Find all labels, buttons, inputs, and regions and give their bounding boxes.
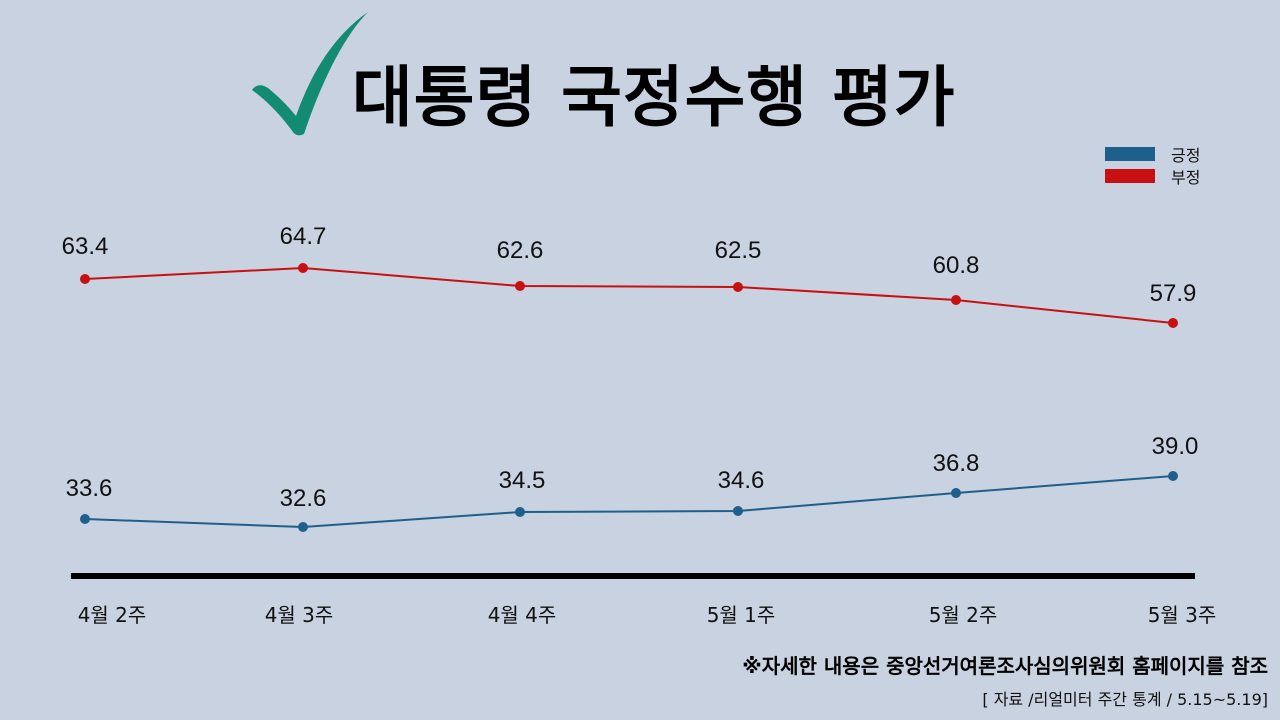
series-negative-points <box>80 263 1178 328</box>
legend-swatch-negative <box>1105 169 1155 183</box>
x-axis-line <box>71 573 1195 579</box>
series-negative-line <box>84 266 1174 324</box>
data-label: 34.6 <box>718 467 765 494</box>
legend-item-negative: 부정 <box>1105 165 1200 187</box>
series-positive-labels: 33.6 32.6 34.5 34.6 36.8 39.0 <box>66 433 1199 512</box>
series-negative-labels: 63.4 64.7 62.6 62.5 60.8 57.9 <box>62 223 1197 307</box>
data-label: 62.6 <box>497 237 544 264</box>
data-label: 34.5 <box>499 467 546 494</box>
data-label: 60.8 <box>933 252 980 279</box>
data-label: 63.4 <box>62 233 109 260</box>
x-tick-label: 4월 2주 <box>78 603 147 627</box>
page-title: 대통령 국정수행 평가 <box>352 59 956 136</box>
data-label: 62.5 <box>715 237 762 264</box>
x-axis-labels: 4월 2주 4월 3주 4월 4주 5월 1주 5월 2주 5월 3주 <box>78 603 1217 627</box>
x-tick-label: 4월 4주 <box>488 603 557 627</box>
data-label: 39.0 <box>1152 433 1199 460</box>
x-tick-label: 4월 3주 <box>265 603 334 627</box>
series-positive-line <box>84 475 1174 529</box>
title-area: 대통령 국정수행 평가 <box>250 10 1050 140</box>
legend: 긍정 부정 <box>1105 143 1200 187</box>
legend-label: 긍정 <box>1171 146 1201 165</box>
data-label: 36.8 <box>933 450 980 477</box>
legend-label: 부정 <box>1171 168 1201 187</box>
series-positive-points <box>80 471 1178 532</box>
check-mark-icon <box>252 12 368 136</box>
x-tick-label: 5월 2주 <box>929 603 998 627</box>
x-tick-label: 5월 1주 <box>707 603 776 627</box>
source-credit: [ 자료 /리얼미터 주간 통계 / 5.15~5.19] <box>982 690 1268 709</box>
data-label: 64.7 <box>280 223 327 250</box>
legend-item-positive: 긍정 <box>1105 143 1200 165</box>
data-label: 33.6 <box>66 475 113 502</box>
data-label: 57.9 <box>1150 280 1197 307</box>
footnote: ※자세한 내용은 중앙선거여론조사심의위원회 홈페이지를 참조 <box>742 654 1268 678</box>
data-label: 32.6 <box>280 485 327 512</box>
legend-swatch-positive <box>1105 147 1155 161</box>
x-tick-label: 5월 3주 <box>1148 603 1217 627</box>
